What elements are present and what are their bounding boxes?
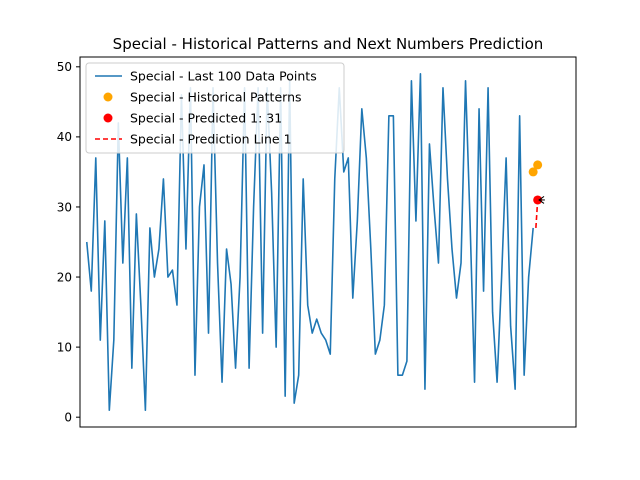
series-line	[85, 73, 534, 411]
legend-label: Special - Historical Patterns	[130, 90, 302, 105]
y-tick-label: 40	[57, 130, 72, 144]
historical-pattern-point	[533, 160, 543, 170]
historical-pattern-point	[528, 167, 538, 177]
legend-label: Special - Last 100 Data Points	[130, 69, 317, 84]
legend: Special - Last 100 Data Points Special - …	[85, 62, 345, 154]
y-tick-label: 30	[57, 200, 72, 214]
plot-area	[85, 73, 545, 411]
legend-label: Special - Predicted 1: 31	[130, 111, 282, 126]
y-tick-label: 10	[57, 340, 72, 354]
legend-box	[85, 62, 345, 154]
annotation-arrow-head	[538, 196, 545, 204]
y-tick-label: 0	[64, 410, 72, 424]
y-tick-label: 50	[57, 60, 72, 74]
axes-frame	[79, 56, 577, 428]
legend-swatch-marker	[103, 113, 113, 123]
y-axis: 0 10 20 30 40 50	[57, 56, 577, 428]
predicted-point	[533, 195, 543, 205]
y-tick-label: 20	[57, 270, 72, 284]
prediction-line	[535, 199, 539, 229]
legend-swatch-marker	[103, 92, 113, 102]
legend-label: Special - Prediction Line 1	[130, 132, 292, 147]
chart-title: Special - Historical Patterns and Next N…	[113, 35, 544, 53]
